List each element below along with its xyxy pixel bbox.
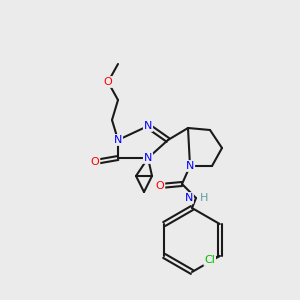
Text: N: N — [114, 135, 122, 145]
Text: N: N — [144, 121, 152, 131]
Text: Cl: Cl — [204, 255, 215, 265]
Text: O: O — [91, 157, 99, 167]
Text: H: H — [200, 193, 208, 203]
Text: O: O — [156, 181, 164, 191]
Text: O: O — [103, 77, 112, 87]
Text: N: N — [186, 161, 194, 171]
Text: N: N — [144, 153, 152, 163]
Text: N: N — [184, 193, 193, 203]
